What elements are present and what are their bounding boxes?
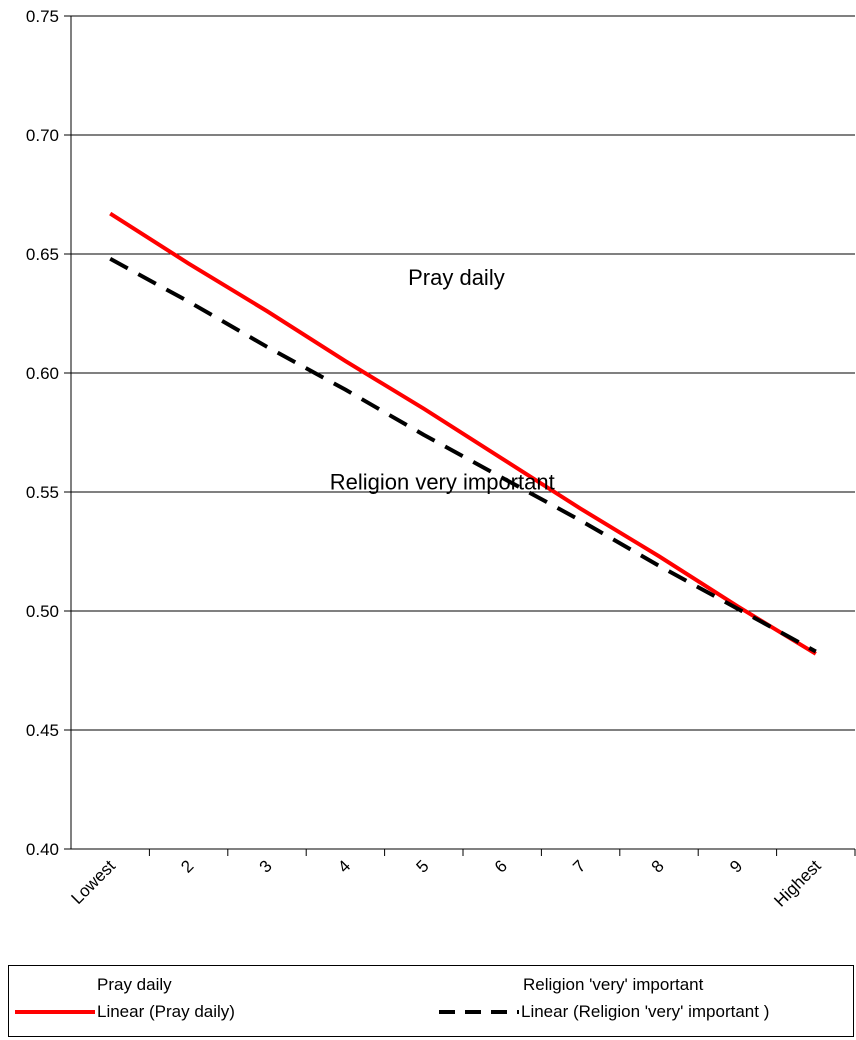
x-tick-label: Highest (770, 856, 824, 910)
x-tick-label: 7 (569, 856, 589, 876)
annotation-label: Pray daily (408, 265, 505, 290)
legend-label-linear-religion-important: Linear (Religion 'very' important ) (521, 1002, 770, 1021)
legend-swatch-linear-pray-daily (15, 1010, 95, 1014)
x-tick-label: 5 (412, 856, 432, 876)
y-tick-label: 0.75 (26, 7, 59, 26)
y-tick-label: 0.45 (26, 721, 59, 740)
legend-label-linear-pray-daily: Linear (Pray daily) (97, 1002, 235, 1021)
series-lines (109, 211, 817, 656)
x-tick-label: 8 (648, 856, 668, 876)
x-tick-label: 6 (491, 856, 511, 876)
x-tick-label: 9 (726, 856, 746, 876)
axes: 0.40 0.45 0.50 0.55 0.60 0.65 0.70 0.75 Lowest 2 3… (26, 7, 856, 911)
legend-swatch-linear-religion-important (439, 1010, 519, 1014)
y-tick-label: 0.65 (26, 245, 59, 264)
series-line-pray-daily (109, 211, 817, 656)
series-line-religion-important (109, 257, 817, 654)
legend: Pray daily Religion 'very' important Lin… (8, 965, 854, 1037)
x-tick-label: 2 (177, 856, 197, 876)
legend-label-pray-daily: Pray daily (97, 975, 172, 994)
annotation-label: Religion very important (330, 470, 555, 495)
line-chart: 0.40 0.45 0.50 0.55 0.60 0.65 0.70 0.75 Lowest 2 3… (26, 7, 856, 911)
gridlines (71, 15, 855, 731)
x-tick-label: 3 (256, 856, 276, 876)
x-tick-label: 4 (334, 856, 354, 876)
y-tick-label: 0.40 (26, 840, 59, 859)
y-tick-label: 0.50 (26, 602, 59, 621)
annotations: Pray daily Religion very important (330, 265, 555, 495)
y-tick-label: 0.60 (26, 364, 59, 383)
y-tick-label: 0.55 (26, 483, 59, 502)
legend-label-religion-important: Religion 'very' important (523, 975, 704, 994)
x-tick-label: Lowest (67, 856, 119, 908)
y-tick-label: 0.70 (26, 126, 59, 145)
